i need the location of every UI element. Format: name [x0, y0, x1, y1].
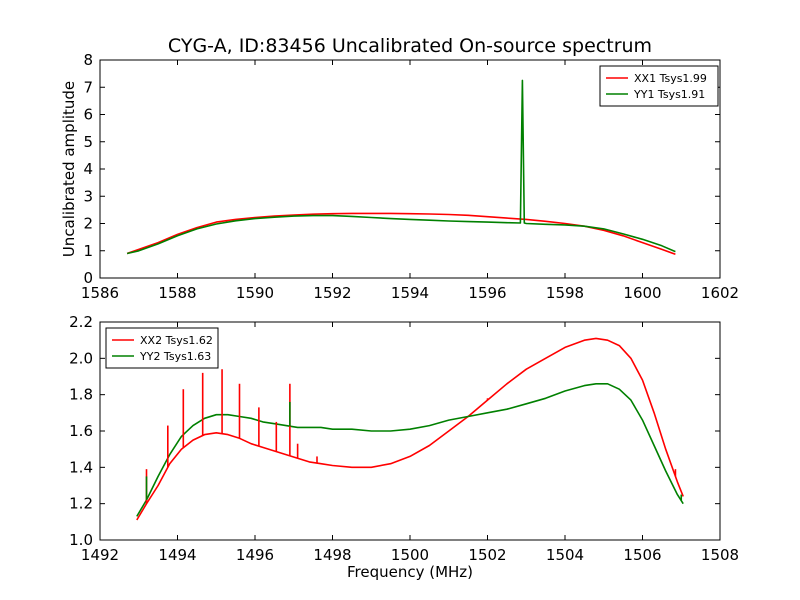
- x-tick-label: 1594: [391, 284, 429, 302]
- y-tick-label: 0: [83, 269, 93, 287]
- y-tick-label: 1: [83, 242, 93, 260]
- x-tick-label: 1494: [158, 546, 196, 564]
- legend-label: YY1 Tsys1.91: [633, 88, 705, 101]
- x-tick-label: 1586: [81, 284, 119, 302]
- y-tick-label: 2: [83, 215, 93, 233]
- chart-title: CYG-A, ID:83456 Uncalibrated On-source s…: [168, 35, 652, 57]
- y-tick-label: 8: [83, 51, 93, 69]
- legend: XX1 Tsys1.99 YY1 Tsys1.91: [599, 65, 719, 107]
- legend: XX2 Tsys1.62 YY2 Tsys1.63: [105, 327, 219, 369]
- x-tick-label: 1590: [236, 284, 274, 302]
- plot-panel-2: 1492 1494 1496 1498 1500 1502 1504 1506 1508 1.0 1…: [69, 313, 739, 581]
- x-tick-label: 1596: [468, 284, 506, 302]
- x-axis-label: Frequency (MHz): [347, 563, 473, 581]
- y-tick-label: 5: [83, 133, 93, 151]
- plot-panel-1: 1586 1588 1590 1592 1594 1596 1598 1600 1602 0 1 2 3…: [60, 35, 739, 302]
- y-tick-label: 6: [83, 106, 93, 124]
- y-axis-label: Uncalibrated amplitude: [60, 81, 78, 257]
- x-tick-label: 1508: [701, 546, 739, 564]
- y-tick-label: 1.0: [69, 531, 93, 549]
- x-tick-label: 1498: [313, 546, 351, 564]
- series-line-xx2: [136, 337, 684, 521]
- axes-frame: [99, 321, 721, 541]
- y-tick-label: 2.2: [69, 313, 93, 331]
- x-tick-label: 1502: [468, 546, 506, 564]
- x-tick-label: 1500: [391, 546, 429, 564]
- y-tick-label: 3: [83, 187, 93, 205]
- x-tick-label: 1600: [623, 284, 661, 302]
- y-tick-label: 2.0: [69, 349, 93, 367]
- y-tick-label: 1.4: [69, 458, 93, 476]
- x-tick-label: 1598: [546, 284, 584, 302]
- x-tick-label: 1496: [236, 546, 274, 564]
- x-tick-label: 1592: [313, 284, 351, 302]
- x-tick-label: 1506: [623, 546, 661, 564]
- legend-label: YY2 Tsys1.63: [139, 350, 211, 363]
- legend-box: [105, 327, 219, 369]
- legend-label: XX1 Tsys1.99: [634, 72, 707, 85]
- y-tick-label: 4: [83, 160, 93, 178]
- x-tick-label: 1492: [81, 546, 119, 564]
- legend-label: XX2 Tsys1.62: [140, 334, 213, 347]
- x-tick-label: 1602: [701, 284, 739, 302]
- y-tick-label: 1.6: [69, 422, 93, 440]
- axes-frame: [99, 59, 721, 279]
- legend-box: [599, 65, 719, 107]
- y-tick-label: 1.8: [69, 386, 93, 404]
- x-tick-label: 1504: [546, 546, 584, 564]
- y-tick-label: 7: [83, 78, 93, 96]
- series-line-yy1: [126, 79, 676, 255]
- x-tick-label: 1588: [158, 284, 196, 302]
- y-tick-label: 1.2: [69, 495, 93, 513]
- series-line-yy2: [136, 382, 684, 517]
